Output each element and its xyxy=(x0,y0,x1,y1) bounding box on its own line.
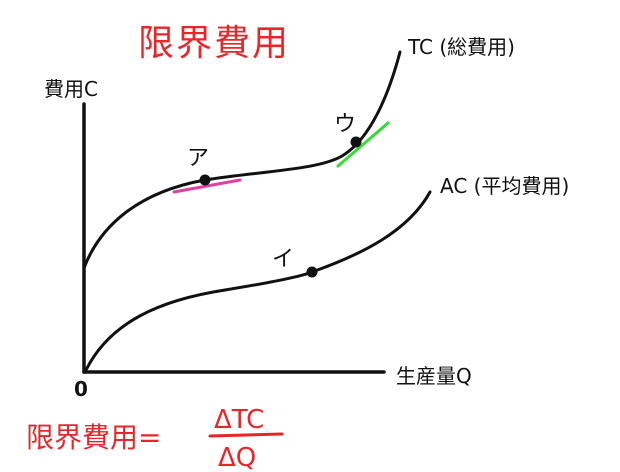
point-u-marker xyxy=(350,136,362,148)
point-a-marker xyxy=(199,174,211,186)
tc-curve-label: TC (総費用) xyxy=(407,35,515,59)
ac-curve xyxy=(84,190,432,372)
diagram-title: 限界費用 xyxy=(138,23,290,64)
tangent-line-a xyxy=(172,178,242,194)
formula-lhs: 限界費用= xyxy=(26,421,161,454)
point-a-label: ア xyxy=(187,146,209,171)
tc-curve xyxy=(82,50,402,270)
point-u-label: ウ xyxy=(334,112,356,137)
formula-numerator: ΔTC xyxy=(214,405,264,435)
tangent-line-u xyxy=(336,121,390,168)
formula-fraction-bar xyxy=(208,432,284,438)
point-i-label: イ xyxy=(272,247,294,272)
point-i-marker xyxy=(306,266,318,278)
formula-denominator: ΔQ xyxy=(218,443,256,472)
origin-label: 0 xyxy=(74,377,88,401)
y-axis-label: 費用C xyxy=(44,77,98,101)
x-axis-label: 生産量Q xyxy=(396,364,472,388)
ac-curve-label: AC (平均費用) xyxy=(440,174,569,198)
